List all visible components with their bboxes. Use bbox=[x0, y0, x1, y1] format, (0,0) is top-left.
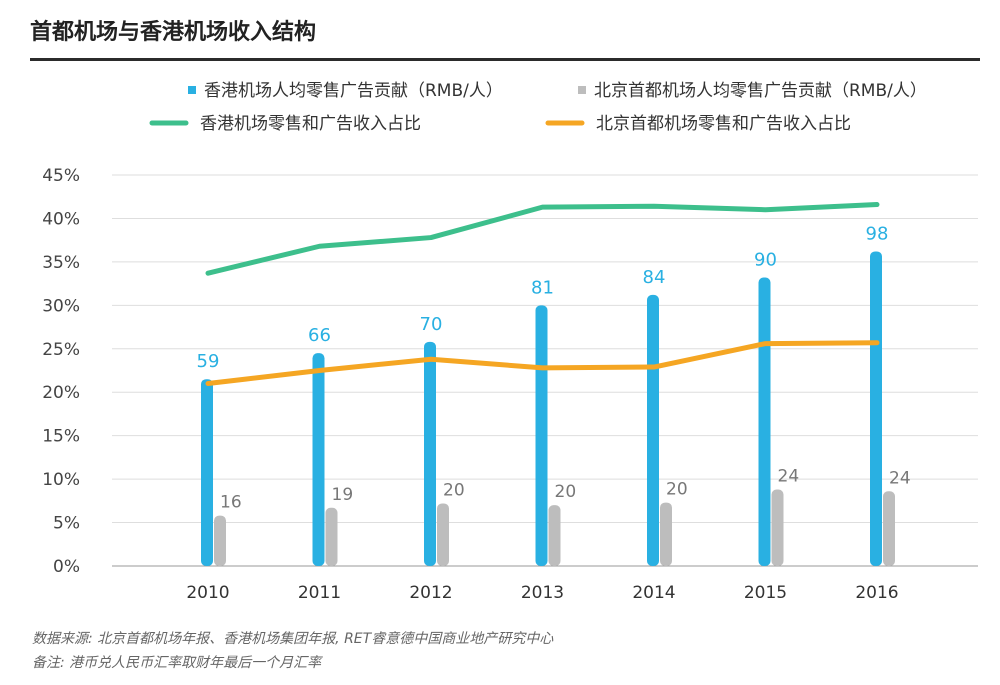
bar-bj bbox=[548, 505, 561, 566]
bar-bj bbox=[660, 502, 672, 566]
y-tick-label: 10% bbox=[42, 470, 80, 490]
legend-swatch bbox=[578, 86, 586, 94]
legend: 香港机场人均零售广告贡献（RMB/人） 北京首都机场人均零售广告贡献（RMB/人）… bbox=[149, 81, 927, 134]
x-tick-label: 2012 bbox=[409, 583, 452, 603]
data-label-bj: 20 bbox=[555, 482, 577, 502]
y-tick-label: 25% bbox=[42, 340, 80, 360]
x-tick-label: 2014 bbox=[632, 583, 675, 603]
data-label-hk: 81 bbox=[531, 277, 554, 298]
y-axis-ticks: 0% 5% 10% 15% 20% 25% 30% 35% 40% 45% bbox=[42, 166, 80, 577]
bar-bj bbox=[437, 503, 449, 566]
data-label-hk: 90 bbox=[754, 250, 777, 271]
data-label-hk: 70 bbox=[420, 314, 443, 335]
data-label-bj: 20 bbox=[443, 480, 465, 500]
y-tick-label: 35% bbox=[42, 253, 80, 273]
bar-hk bbox=[201, 379, 213, 566]
source-note: 数据来源: 北京首都机场年报、香港机场集团年报, RET睿意德中国商业地产研究中… bbox=[32, 631, 554, 647]
legend-label: 北京首都机场人均零售广告贡献（RMB/人） bbox=[594, 81, 927, 101]
bar-hk bbox=[312, 353, 325, 566]
data-label-hk: 59 bbox=[197, 351, 220, 372]
chart-title: 首都机场与香港机场收入结构 bbox=[30, 20, 317, 45]
x-tick-label: 2015 bbox=[744, 583, 787, 603]
data-label-bj: 24 bbox=[778, 467, 800, 487]
bar-hk bbox=[535, 305, 548, 566]
bar-bj bbox=[771, 489, 784, 566]
x-tick-label: 2010 bbox=[186, 583, 229, 603]
bars bbox=[201, 251, 895, 566]
legend-label: 香港机场人均零售广告贡献（RMB/人） bbox=[204, 81, 503, 101]
bar-bj bbox=[883, 491, 895, 566]
data-label-hk: 84 bbox=[643, 267, 666, 288]
x-tick-label: 2011 bbox=[298, 583, 341, 603]
bar-bj bbox=[325, 507, 338, 566]
x-tick-label: 2016 bbox=[855, 583, 898, 603]
y-tick-label: 5% bbox=[53, 514, 80, 534]
data-label-bj: 24 bbox=[889, 468, 911, 488]
y-tick-label: 20% bbox=[42, 383, 80, 403]
legend-swatch bbox=[188, 86, 196, 94]
bar-hk bbox=[870, 251, 882, 566]
title-divider bbox=[30, 58, 980, 61]
line-bj-share bbox=[205, 340, 880, 387]
y-tick-label: 40% bbox=[42, 209, 80, 229]
bar-bj bbox=[214, 515, 226, 566]
legend-label: 北京首都机场零售和广告收入占比 bbox=[596, 114, 851, 134]
line-hk-share bbox=[205, 202, 880, 276]
revenue-structure-chart: 香港机场人均零售广告贡献（RMB/人） 北京首都机场人均零售广告贡献（RMB/人）… bbox=[42, 81, 978, 603]
data-labels: 59 16 66 19 70 20 81 20 84 20 90 24 98 24 bbox=[197, 223, 911, 512]
bar-hk bbox=[424, 341, 436, 566]
y-tick-label: 45% bbox=[42, 166, 80, 186]
data-label-bj: 19 bbox=[332, 485, 354, 505]
y-tick-label: 0% bbox=[53, 557, 80, 577]
data-label-bj: 16 bbox=[220, 493, 242, 513]
data-label-hk: 98 bbox=[866, 223, 889, 244]
bar-hk bbox=[647, 294, 659, 566]
y-tick-label: 15% bbox=[42, 427, 80, 447]
data-label-hk: 66 bbox=[308, 325, 331, 346]
x-axis-ticks: 2010 2011 2012 2013 2014 2015 2016 bbox=[186, 583, 898, 603]
remark-note: 备注: 港币兑人民币汇率取财年最后一个月汇率 bbox=[32, 655, 322, 671]
data-label-bj: 20 bbox=[666, 480, 688, 500]
legend-label: 香港机场零售和广告收入占比 bbox=[200, 114, 421, 134]
lines bbox=[205, 202, 880, 387]
y-tick-label: 30% bbox=[42, 296, 80, 316]
bar-hk bbox=[758, 277, 771, 566]
x-tick-label: 2013 bbox=[521, 583, 564, 603]
